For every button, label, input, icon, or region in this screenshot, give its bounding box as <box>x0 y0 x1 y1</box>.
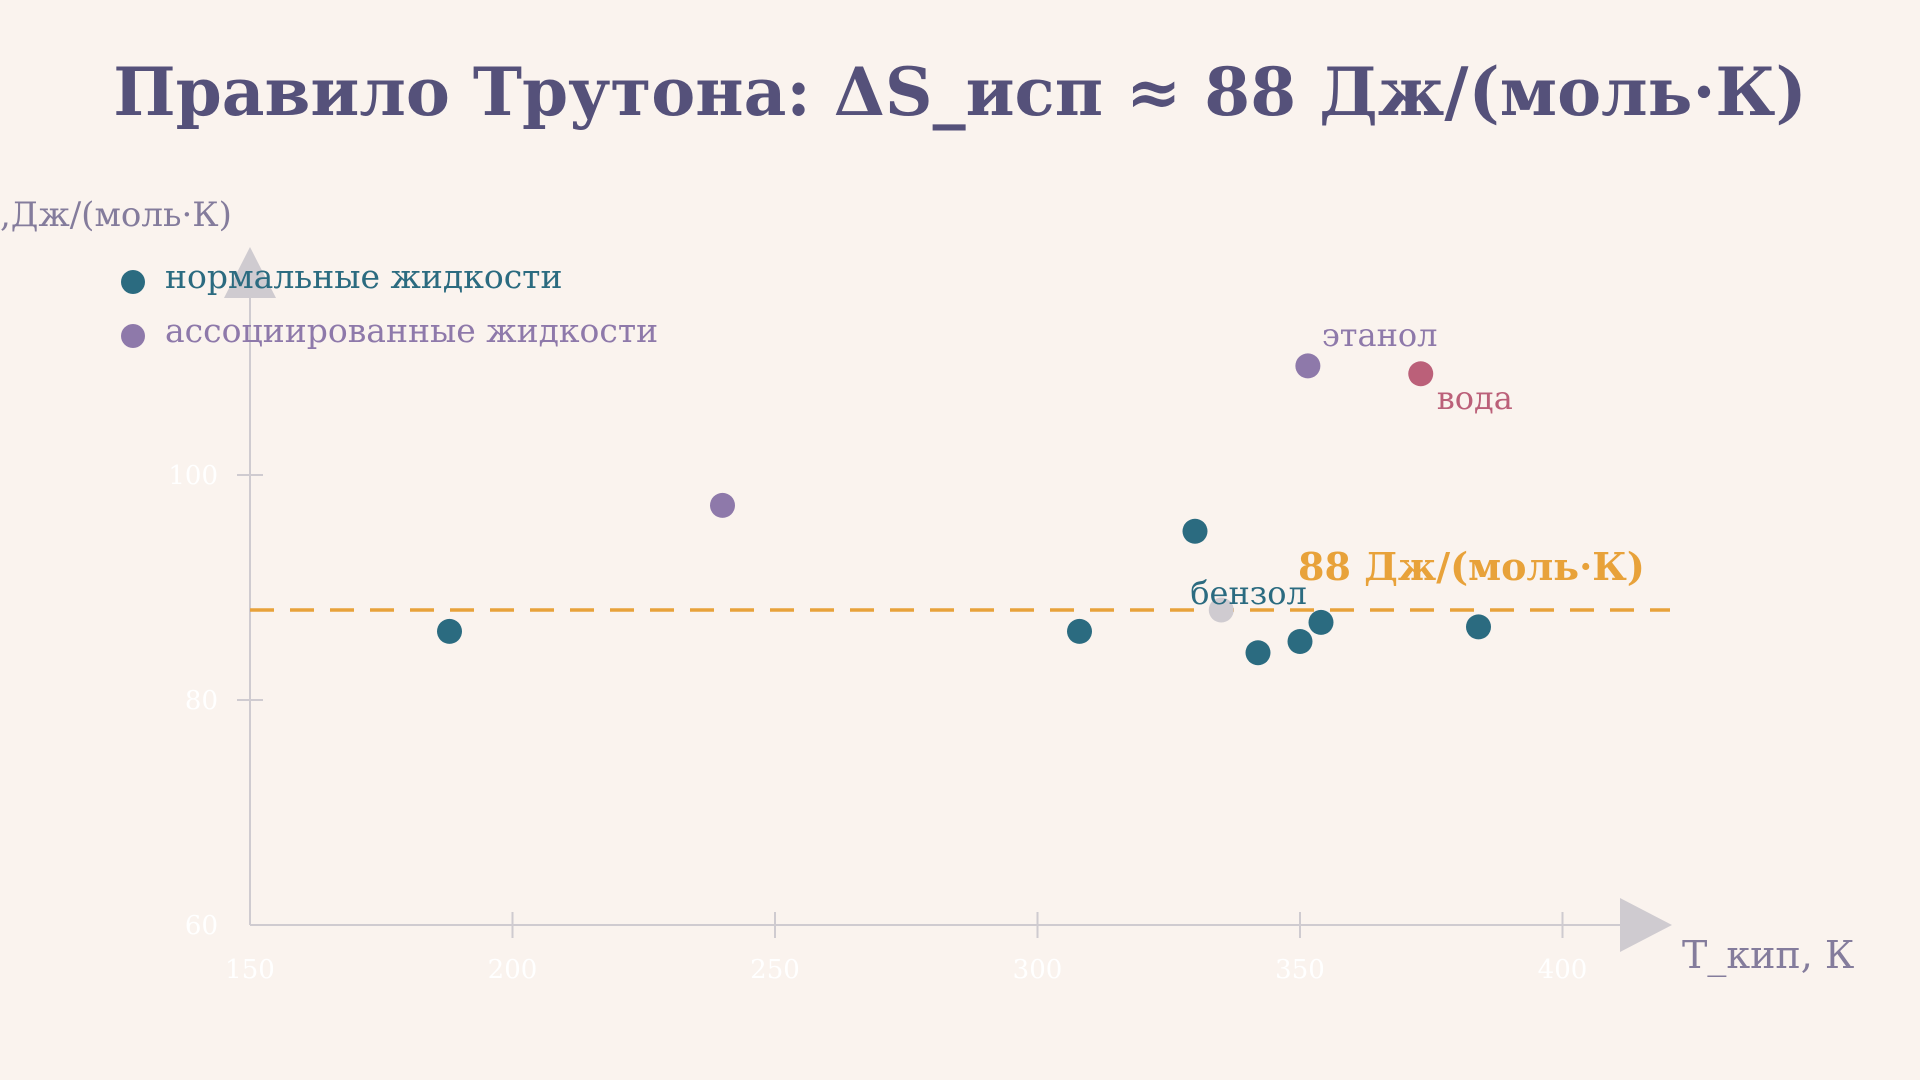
data-point <box>1182 518 1208 544</box>
x-tick-label: 150 <box>225 955 275 985</box>
point-label: вода <box>1437 379 1513 417</box>
x-tick-label: 200 <box>488 955 538 985</box>
x-axis-label: T_кип, К <box>1682 933 1854 978</box>
data-points <box>437 353 1491 666</box>
data-point <box>1408 361 1434 387</box>
x-tick-label: 350 <box>1275 955 1325 985</box>
y-tick-label: 60 <box>185 911 218 941</box>
x-tick-label: 250 <box>750 955 800 985</box>
legend-label-normal: нормальные жидкости <box>165 257 562 296</box>
point-label: этанол <box>1322 316 1438 354</box>
axis-ticks: 150 200 250 300 350 400 60 80 100 <box>168 461 1587 985</box>
data-point <box>1208 597 1234 623</box>
data-point <box>1287 629 1313 654</box>
legend-label-associated: ассоциированные жидкости <box>165 311 658 350</box>
x-tick-label: 300 <box>1013 955 1063 985</box>
legend-marker-normal <box>121 270 145 294</box>
data-point <box>1466 614 1491 640</box>
x-tick-label: 400 <box>1538 955 1588 985</box>
chart-title: Правило Трутона: ΔS_исп ≈ 88 Дж/(моль·К) <box>113 53 1806 131</box>
legend-marker-associated <box>121 324 145 348</box>
data-point <box>1245 640 1271 666</box>
data-point <box>1067 618 1092 644</box>
point-labels: бензол этанол вода <box>1190 316 1513 612</box>
point-label: бензол <box>1190 574 1307 612</box>
x-axis: T_кип, К <box>250 898 1854 978</box>
y-axis: ,Дж/(моль·К) <box>0 195 276 925</box>
data-point <box>437 618 462 644</box>
data-point <box>1295 353 1321 379</box>
data-point <box>1308 609 1334 635</box>
x-axis-arrow <box>1620 898 1672 952</box>
legend: нормальные жидкости ассоциированные жидк… <box>121 257 658 350</box>
y-axis-arrow <box>224 247 276 298</box>
y-tick-label: 80 <box>185 686 218 716</box>
y-axis-label: ,Дж/(моль·К) <box>0 195 232 235</box>
reference-line-label: 88 Дж/(моль·К) <box>1298 544 1645 589</box>
y-tick-label: 100 <box>168 461 218 491</box>
reference-line-group: 88 Дж/(моль·К) <box>250 544 1670 612</box>
data-point <box>710 492 735 518</box>
